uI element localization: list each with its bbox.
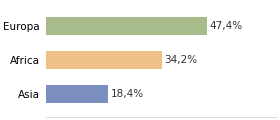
Text: 18,4%: 18,4% (111, 89, 144, 99)
Text: 34,2%: 34,2% (164, 55, 198, 65)
Text: 47,4%: 47,4% (209, 21, 242, 31)
Bar (46, 85, 108, 103)
Bar (46, 51, 162, 69)
Bar (46, 17, 207, 35)
